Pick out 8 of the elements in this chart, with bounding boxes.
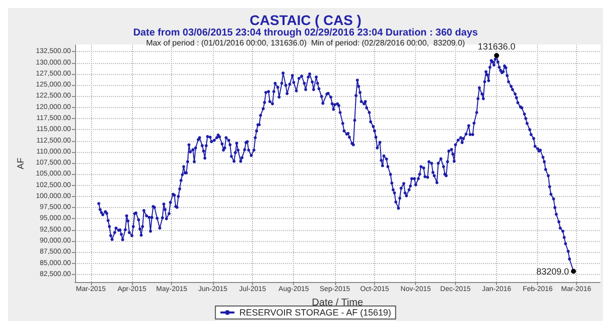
annotation: 131636.0 — [478, 42, 516, 52]
x-axis-title: Date / Time — [312, 297, 364, 308]
annotation: Max of period : (01/01/2016 00:00, 131636.0) Min of period: (02/28/2016 00:00, 83209.0) — [146, 38, 466, 48]
y-axis-title: AF — [16, 157, 26, 170]
legend-label: RESERVOIR STORAGE - AF (15619) — [239, 308, 392, 318]
chart-subtitle: Date from 03/06/2015 23:04 through 02/29/2016 23:04 Duration : 360 days — [133, 28, 478, 38]
annotation: 83209.0 — [536, 266, 569, 276]
chart-title: CASTAIC ( CAS ) — [250, 12, 362, 28]
